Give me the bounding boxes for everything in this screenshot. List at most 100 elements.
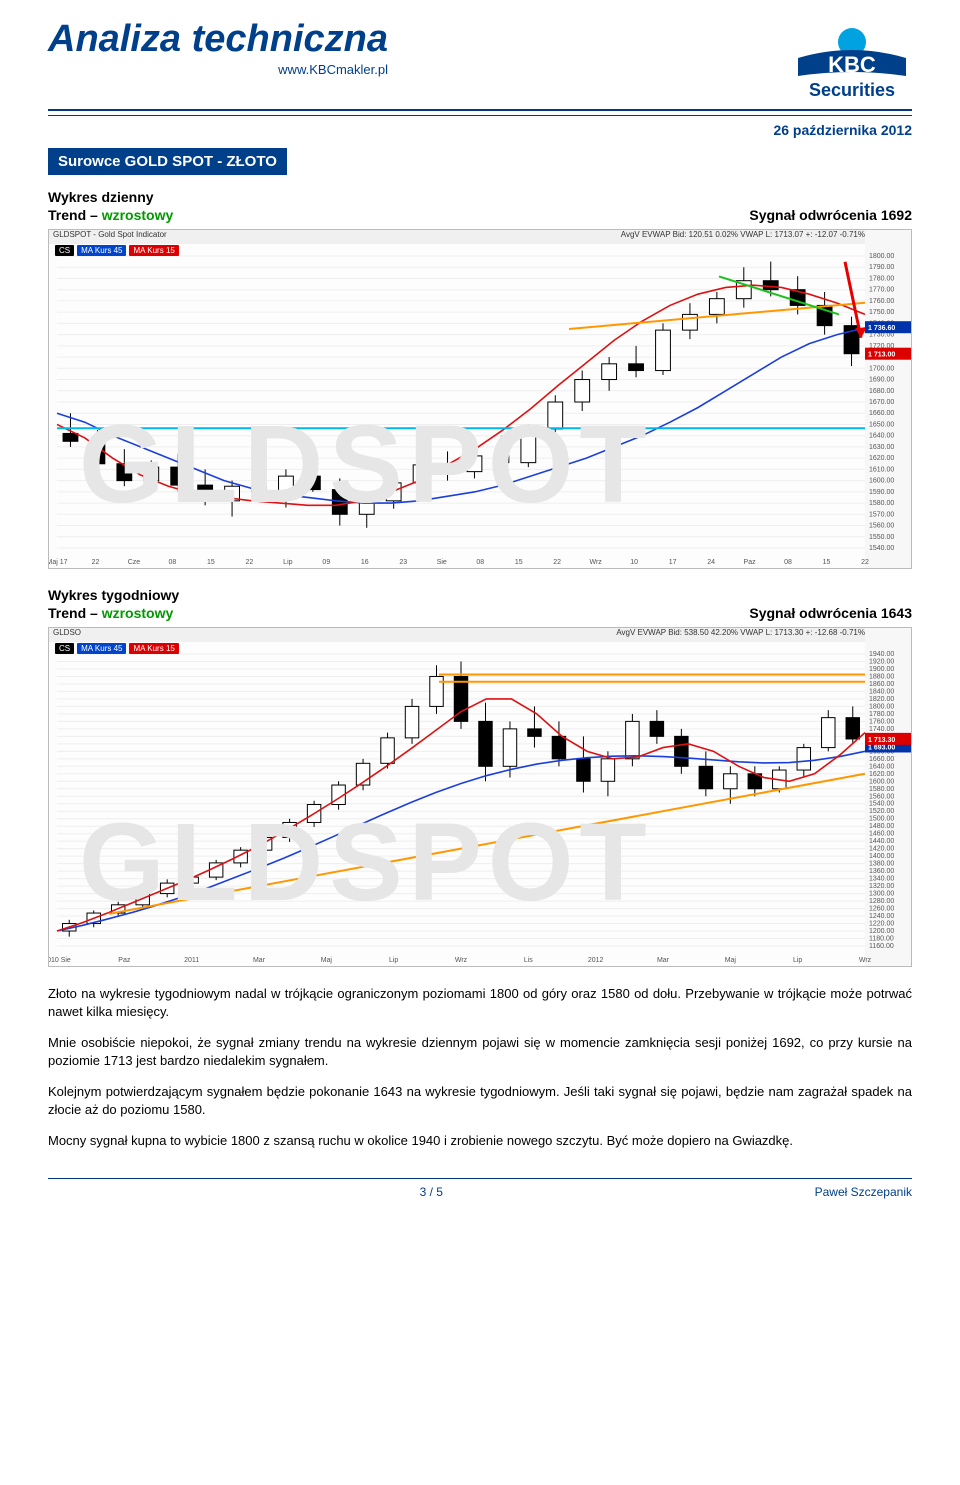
svg-text:22: 22 <box>245 559 253 566</box>
legend-ma45: MA Kurs 45 <box>77 245 126 256</box>
svg-text:1860.00: 1860.00 <box>869 681 894 688</box>
svg-text:1 736.60: 1 736.60 <box>868 325 895 332</box>
chart-top-strip2: GLDSO AvgV EVWAP Bid: 538.50 42.20% VWAP… <box>49 628 865 642</box>
svg-text:1570.00: 1570.00 <box>869 511 894 518</box>
svg-text:1590.00: 1590.00 <box>869 489 894 496</box>
svg-text:2012: 2012 <box>588 957 604 964</box>
kbc-logo-icon: KBC <box>792 28 912 82</box>
svg-text:1320.00: 1320.00 <box>869 883 894 890</box>
trend-value2: wzrostowy <box>102 605 174 621</box>
svg-text:1220.00: 1220.00 <box>869 921 894 928</box>
svg-text:Mar: Mar <box>253 957 266 964</box>
svg-text:1240.00: 1240.00 <box>869 913 894 920</box>
svg-text:1360.00: 1360.00 <box>869 868 894 875</box>
svg-text:1640.00: 1640.00 <box>869 433 894 440</box>
svg-text:1620.00: 1620.00 <box>869 771 894 778</box>
svg-text:1340.00: 1340.00 <box>869 876 894 883</box>
svg-text:1440.00: 1440.00 <box>869 838 894 845</box>
block1-signal: Sygnał odwrócenia 1692 <box>749 207 912 223</box>
trend-label: Trend – <box>48 207 102 223</box>
svg-text:Wrz: Wrz <box>859 957 872 964</box>
svg-text:1740.00: 1740.00 <box>869 726 894 733</box>
svg-text:09: 09 <box>322 559 330 566</box>
paragraph: Kolejnym potwierdzającym sygnałem będzie… <box>48 1083 912 1118</box>
svg-text:08: 08 <box>476 559 484 566</box>
svg-text:1780.00: 1780.00 <box>869 275 894 282</box>
svg-text:1650.00: 1650.00 <box>869 421 894 428</box>
svg-text:1 713.00: 1 713.00 <box>868 352 895 359</box>
svg-text:1280.00: 1280.00 <box>869 898 894 905</box>
svg-text:1690.00: 1690.00 <box>869 377 894 384</box>
svg-text:Maj 17: Maj 17 <box>49 559 68 566</box>
svg-text:1610.00: 1610.00 <box>869 466 894 473</box>
svg-text:1300.00: 1300.00 <box>869 891 894 898</box>
divider-thick <box>48 109 912 111</box>
svg-text:1600.00: 1600.00 <box>869 778 894 785</box>
svg-text:1580.00: 1580.00 <box>869 500 894 507</box>
trend-label2: Trend – <box>48 605 102 621</box>
logo-subtext: Securities <box>809 80 895 101</box>
section-title: Surowce GOLD SPOT - ZŁOTO <box>48 148 287 175</box>
paragraph: Mocny sygnał kupna to wybicie 1800 z sza… <box>48 1132 912 1150</box>
svg-text:2011: 2011 <box>184 957 199 964</box>
svg-text:15: 15 <box>207 559 215 566</box>
svg-text:Lis: Lis <box>524 957 533 964</box>
svg-text:2010 Sie: 2010 Sie <box>49 957 71 964</box>
svg-text:1880.00: 1880.00 <box>869 673 894 680</box>
legend-cs: CS <box>55 245 74 256</box>
svg-text:Cze: Cze <box>128 559 141 566</box>
svg-text:Wrz: Wrz <box>590 559 603 566</box>
block2-line1: Wykres tygodniowy <box>48 587 179 603</box>
trend-value: wzrostowy <box>102 207 174 223</box>
svg-text:22: 22 <box>861 559 869 566</box>
svg-text:1200.00: 1200.00 <box>869 928 894 935</box>
svg-text:1670.00: 1670.00 <box>869 399 894 406</box>
svg-text:1780.00: 1780.00 <box>869 711 894 718</box>
block1-heading-row: Wykres dzienny <box>48 189 912 205</box>
chart-daily-svg: 1540.001550.001560.001570.001580.001590.… <box>49 230 911 568</box>
page-number: 3 / 5 <box>420 1185 443 1199</box>
chart-legend2: CS MA Kurs 45 MA Kurs 15 <box>55 643 179 654</box>
svg-text:1500.00: 1500.00 <box>869 816 894 823</box>
paragraph: Złoto na wykresie tygodniowym nadal w tr… <box>48 985 912 1020</box>
svg-text:1620.00: 1620.00 <box>869 455 894 462</box>
svg-text:1760.00: 1760.00 <box>869 298 894 305</box>
block2-signal: Sygnał odwrócenia 1643 <box>749 605 912 621</box>
svg-text:Maj: Maj <box>725 957 737 964</box>
svg-text:1900.00: 1900.00 <box>869 666 894 673</box>
divider-thin <box>48 115 912 116</box>
svg-text:1540.00: 1540.00 <box>869 545 894 552</box>
block2-heading-row: Wykres tygodniowy <box>48 587 912 603</box>
svg-text:1460.00: 1460.00 <box>869 831 894 838</box>
svg-text:1680.00: 1680.00 <box>869 388 894 395</box>
report-date: 26 października 2012 <box>48 122 912 138</box>
svg-text:1380.00: 1380.00 <box>869 861 894 868</box>
svg-text:08: 08 <box>169 559 177 566</box>
svg-text:Sie: Sie <box>437 559 447 566</box>
svg-text:1790.00: 1790.00 <box>869 264 894 271</box>
svg-text:1800.00: 1800.00 <box>869 253 894 260</box>
chart-weekly: GLDSO AvgV EVWAP Bid: 538.50 42.20% VWAP… <box>48 627 912 967</box>
svg-text:1580.00: 1580.00 <box>869 786 894 793</box>
svg-text:Paz: Paz <box>118 957 131 964</box>
legend-ma15: MA Kurs 15 <box>129 245 178 256</box>
analysis-text: Złoto na wykresie tygodniowym nadal w tr… <box>48 985 912 1150</box>
svg-text:1550.00: 1550.00 <box>869 534 894 541</box>
svg-text:1640.00: 1640.00 <box>869 763 894 770</box>
svg-text:10: 10 <box>630 559 638 566</box>
svg-text:1 693.00: 1 693.00 <box>868 744 895 751</box>
chart-daily: GLDSPOT - Gold Spot Indicator AvgV EVWAP… <box>48 229 912 569</box>
page-header: Analiza techniczna www.KBCmakler.pl KBC … <box>48 20 912 101</box>
svg-text:16: 16 <box>361 559 369 566</box>
svg-text:Paz: Paz <box>744 559 757 566</box>
svg-text:1480.00: 1480.00 <box>869 823 894 830</box>
main-title: Analiza techniczna <box>48 20 388 60</box>
svg-text:24: 24 <box>707 559 715 566</box>
svg-text:1600.00: 1600.00 <box>869 478 894 485</box>
author: Paweł Szczepanik <box>815 1185 912 1199</box>
svg-text:KBC: KBC <box>828 52 876 77</box>
svg-text:1540.00: 1540.00 <box>869 801 894 808</box>
svg-text:17: 17 <box>669 559 677 566</box>
svg-text:1160.00: 1160.00 <box>869 943 894 950</box>
block2-trend-row: Trend – wzrostowy Sygnał odwrócenia 1643 <box>48 605 912 621</box>
